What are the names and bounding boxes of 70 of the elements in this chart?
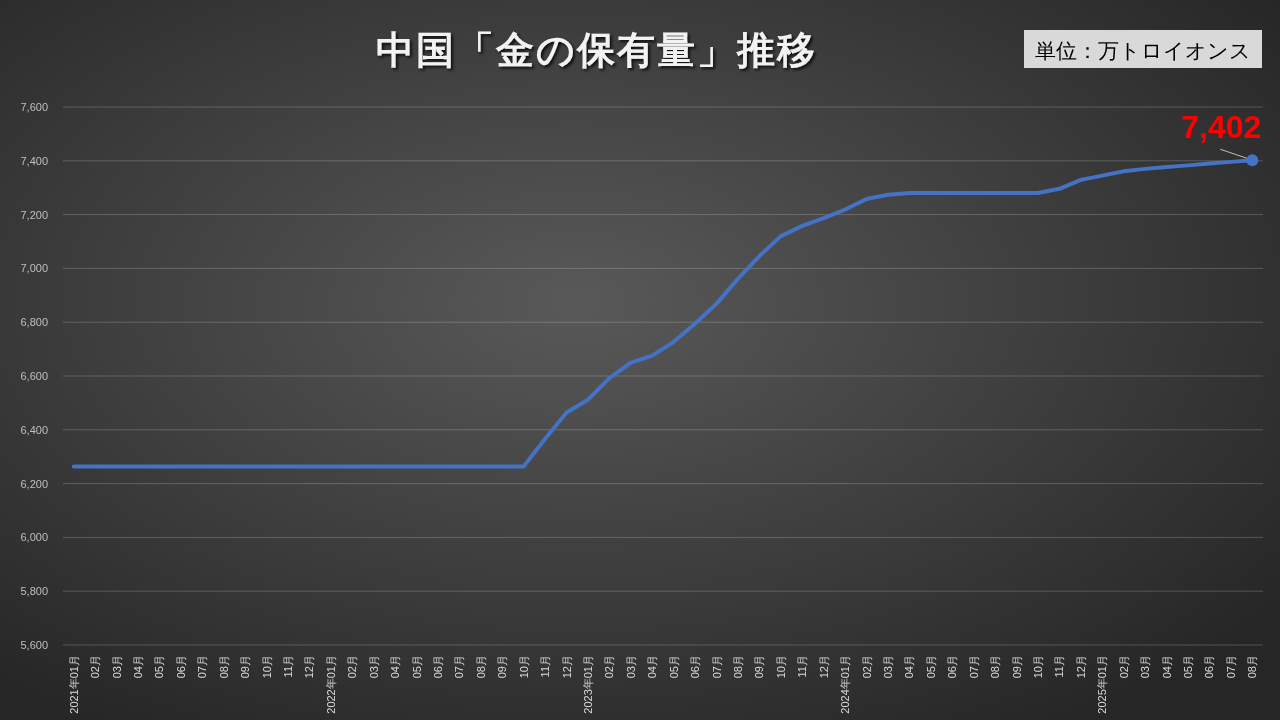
chart-title: 中国「金の保有量」推移: [375, 29, 817, 71]
x-tick-label: 04月: [132, 655, 144, 679]
x-tick-label: 2021年01月: [67, 655, 80, 714]
x-tick-label: 2024年01月: [839, 655, 852, 714]
x-tick-label: 09月: [496, 655, 509, 679]
y-tick-label: 6,400: [20, 423, 48, 436]
y-tick-label: 7,600: [20, 101, 48, 113]
x-tick-label: 11月: [796, 655, 809, 678]
x-tick-label: 02月: [346, 655, 359, 679]
x-tick-label: 09月: [1010, 655, 1023, 679]
x-tick-label: 04月: [646, 655, 659, 679]
y-tick-label: 6,000: [20, 531, 48, 544]
x-tick-label: 2022年01月: [324, 655, 337, 714]
y-tick-label: 7,400: [20, 154, 48, 167]
y-tick-label: 5,800: [20, 585, 48, 598]
y-axis-title: 単位：万トロイオンス: [1035, 38, 1251, 62]
x-tick-label: 03月: [882, 655, 894, 679]
y-tick-label: 5,600: [20, 639, 48, 651]
x-tick-label: 12月: [560, 655, 573, 679]
x-tick-label: 08月: [732, 655, 744, 679]
x-tick-label: 08月: [217, 655, 230, 679]
x-tick-label: 11月: [282, 655, 294, 678]
x-tick-label: 11月: [1053, 655, 1066, 678]
x-tick-label: 2025年01月: [1096, 655, 1109, 714]
x-tick-label: 12月: [1074, 655, 1087, 679]
x-tick-label: 04月: [903, 655, 916, 679]
x-tick-label: 05月: [1182, 655, 1194, 679]
x-tick-label: 09月: [239, 655, 252, 679]
y-tick-label: 6,200: [20, 477, 48, 490]
x-tick-label: 06月: [174, 655, 187, 679]
x-tick-label: 10月: [517, 655, 530, 679]
x-tick-label: 07月: [196, 655, 209, 679]
x-tick-label: 02月: [89, 655, 102, 679]
y-tick-label: 6,600: [20, 370, 48, 382]
x-tick-label: 05月: [153, 655, 166, 679]
x-tick-label: 12月: [817, 655, 830, 679]
data-label: 7,402: [1181, 109, 1262, 146]
x-tick-label: 06月: [946, 655, 959, 679]
x-tick-label: 08月: [474, 655, 487, 679]
x-tick-label: 07月: [710, 655, 723, 679]
x-tick-label: 05月: [410, 655, 423, 679]
x-tick-label: 10月: [260, 655, 273, 679]
x-tick-label: 06月: [1203, 655, 1216, 679]
x-tick-label: 02月: [860, 655, 873, 679]
x-tick-label: 11月: [539, 655, 552, 678]
x-tick-label: 09月: [753, 655, 766, 679]
x-tick-label: 03月: [624, 655, 637, 679]
x-tick-label: 12月: [303, 655, 316, 679]
x-tick-label: 05月: [667, 655, 680, 679]
x-tick-label: 07月: [1224, 655, 1237, 679]
x-tick-label: 03月: [367, 655, 380, 679]
x-tick-label: 05月: [924, 655, 937, 679]
x-tick-label: 08月: [1246, 655, 1259, 679]
x-tick-label: 04月: [389, 655, 402, 679]
x-tick-label: 08月: [989, 655, 1002, 679]
x-tick-label: 07月: [967, 655, 980, 679]
x-tick-label: 07月: [453, 655, 466, 679]
x-tick-label: 06月: [432, 655, 444, 679]
x-tick-label: 06月: [689, 655, 702, 679]
x-tick-label: 03月: [1139, 655, 1152, 679]
y-tick-label: 7,200: [20, 208, 48, 221]
x-tick-label: 03月: [110, 655, 123, 679]
x-tick-label: 02月: [603, 655, 616, 679]
x-tick-label: 10月: [774, 655, 787, 679]
x-tick-label: 02月: [1117, 655, 1130, 679]
x-tick-label: 10月: [1032, 655, 1044, 679]
x-tick-label: 04月: [1160, 655, 1173, 679]
x-tick-label: 2023年01月: [582, 655, 594, 714]
y-tick-label: 6,800: [20, 316, 48, 329]
y-tick-label: 7,000: [20, 262, 48, 275]
